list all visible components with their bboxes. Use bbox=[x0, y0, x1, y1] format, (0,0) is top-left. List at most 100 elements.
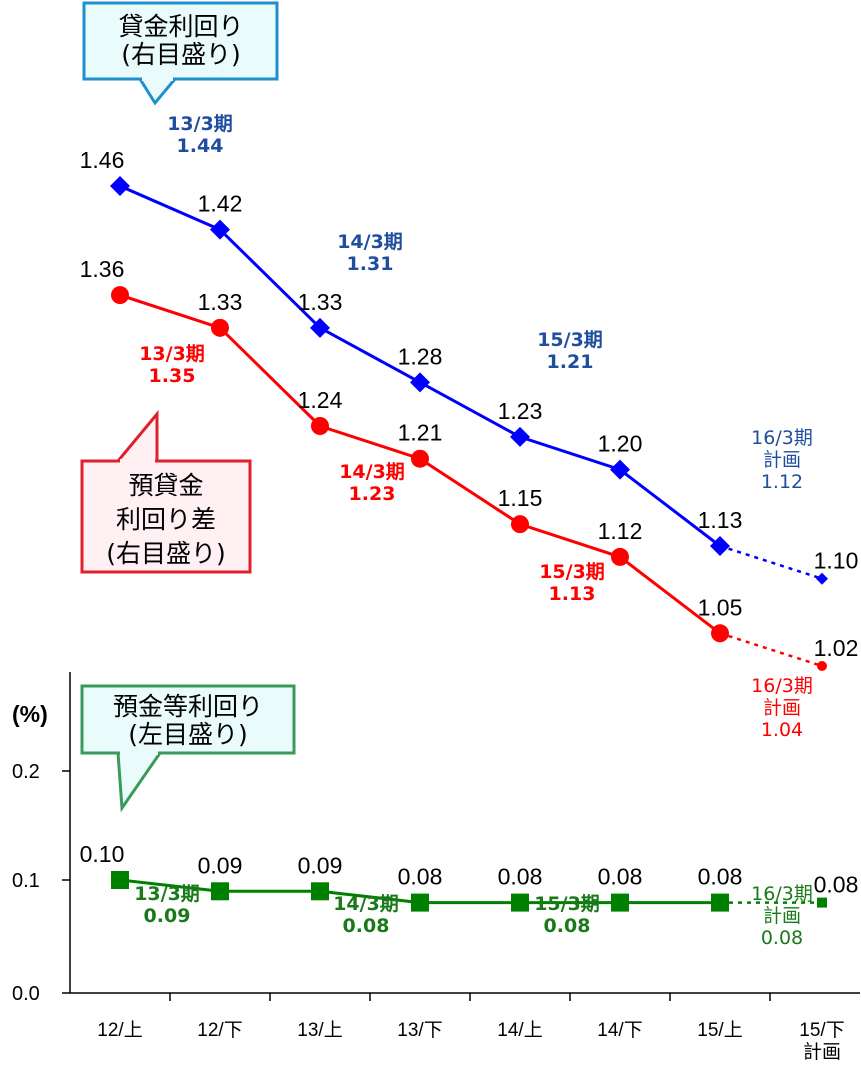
annotation-text: 1.13 bbox=[549, 583, 596, 605]
spread-marker bbox=[511, 515, 529, 534]
loan-data-label: 1.20 bbox=[598, 431, 643, 457]
annotation-text: 13/3期 bbox=[134, 883, 200, 905]
loan-marker bbox=[210, 219, 230, 240]
annotation-text: 0.08 bbox=[761, 927, 803, 949]
spread-fy-annotation: 13/3期1.35 bbox=[139, 343, 205, 387]
loan-marker bbox=[310, 317, 330, 338]
loan-marker bbox=[816, 572, 828, 585]
loan-marker bbox=[510, 426, 530, 447]
callout-box bbox=[82, 1, 279, 81]
annotation-text: 14/3期 bbox=[333, 893, 399, 915]
callout-tail bbox=[137, 77, 179, 106]
callout-text: 利回り差 bbox=[116, 505, 216, 534]
deposit-data-label: 0.10 bbox=[80, 841, 125, 867]
x-tick-label-plan: 計画 bbox=[803, 1041, 841, 1063]
deposit-fy-annotation: 15/3期0.08 bbox=[534, 893, 600, 937]
spread-marker bbox=[111, 286, 129, 305]
deposit-marker bbox=[211, 882, 229, 901]
annotation-text: 計画 bbox=[763, 905, 801, 927]
spread-marker bbox=[211, 318, 229, 337]
annotation-text: 13/3期 bbox=[167, 113, 233, 135]
spread-marker bbox=[411, 449, 429, 468]
x-tick-label: 15/下 bbox=[799, 1020, 844, 1041]
annotation-text: 16/3期 bbox=[751, 883, 813, 905]
callout-text: (右目盛り) bbox=[106, 539, 226, 568]
annotation-text: 13/3期 bbox=[139, 343, 205, 365]
x-tick-label: 15/上 bbox=[697, 1019, 742, 1041]
annotation-text: 1.04 bbox=[761, 719, 803, 741]
deposit-data-label: 0.08 bbox=[698, 864, 743, 890]
fiscal-year-annotations: 13/3期1.4414/3期1.3115/3期1.2116/3期計画1.1213… bbox=[134, 113, 813, 949]
annotation-text: 15/3期 bbox=[534, 893, 600, 915]
deposit-marker bbox=[817, 897, 827, 908]
loan-data-label: 1.28 bbox=[398, 343, 443, 369]
spread-data-label: 1.21 bbox=[398, 420, 443, 446]
loan-marker bbox=[410, 372, 430, 393]
annotation-text: 0.08 bbox=[544, 915, 591, 937]
spread-marker bbox=[711, 624, 729, 643]
x-tick-label: 14/下 bbox=[597, 1020, 642, 1041]
spread-marker bbox=[817, 660, 827, 671]
annotation-text: 計画 bbox=[763, 697, 801, 719]
left-tick-label: 0.0 bbox=[12, 983, 40, 1005]
callout-box bbox=[80, 459, 252, 574]
loan-data-label: 1.33 bbox=[298, 289, 343, 315]
loan-marker bbox=[110, 176, 130, 196]
spread-data-label: 1.12 bbox=[598, 518, 643, 544]
callout-text: 預貸金 bbox=[128, 471, 203, 500]
spread-marker bbox=[311, 416, 329, 435]
x-tick-label: 12/上 bbox=[97, 1019, 142, 1041]
deposit-data-label: 0.08 bbox=[398, 864, 443, 890]
series-lines: 1.46 1.42 1.33 1.28 1.23 1.20 1.13 1.10 1.36 1.33… bbox=[80, 147, 859, 912]
spread-data-label: 1.33 bbox=[198, 289, 243, 315]
loan-callout: 貸金利回り(右目盛り) bbox=[82, 1, 279, 106]
spread-data-label: 1.15 bbox=[498, 485, 543, 511]
annotation-text: 15/3期 bbox=[537, 329, 603, 351]
deposit-data-label: 0.08 bbox=[498, 864, 543, 890]
loan-plan-line bbox=[719, 544, 823, 580]
annotation-text: 16/3期 bbox=[751, 427, 813, 449]
callout-tail bbox=[114, 409, 159, 463]
deposit-data-label: 0.09 bbox=[298, 852, 343, 878]
left-axis-unit: (%) bbox=[12, 701, 48, 727]
deposit-marker bbox=[711, 893, 729, 912]
deposit-marker bbox=[111, 871, 129, 889]
callout-text: 預金等利回り bbox=[113, 692, 263, 721]
callout-tail bbox=[116, 751, 163, 813]
deposit-fy-annotation: 13/3期0.09 bbox=[134, 883, 200, 927]
annotation-text: 1.21 bbox=[547, 351, 594, 373]
loan-fy-annotation: 13/3期1.44 bbox=[167, 113, 233, 157]
x-tick-label: 13/下 bbox=[397, 1020, 442, 1041]
deposit-marker bbox=[411, 893, 429, 912]
deposit-marker bbox=[511, 893, 529, 912]
x-tick-label: 13/上 bbox=[297, 1019, 342, 1041]
annotation-text: 15/3期 bbox=[539, 561, 605, 583]
x-tick-label: 12/下 bbox=[197, 1020, 242, 1041]
deposit-fy-annotation: 14/3期0.08 bbox=[333, 893, 399, 937]
callout-text: (右目盛り) bbox=[121, 40, 241, 69]
loan-data-label: 1.10 bbox=[814, 548, 859, 574]
x-tick-label: 14/上 bbox=[497, 1019, 542, 1041]
deposit-marker bbox=[611, 893, 629, 912]
annotation-text: 1.44 bbox=[177, 135, 224, 157]
annotation-text: 14/3期 bbox=[337, 231, 403, 253]
left-tick-label: 0.1 bbox=[12, 870, 40, 892]
spread-fy-annotation: 15/3期1.13 bbox=[539, 561, 605, 605]
deposit-data-label: 0.09 bbox=[198, 852, 243, 878]
annotation-text: 0.09 bbox=[144, 905, 191, 927]
deposit-marker bbox=[311, 882, 329, 901]
loan-marker bbox=[610, 459, 630, 480]
annotation-text: 1.31 bbox=[347, 253, 394, 275]
annotation-text: 計画 bbox=[763, 449, 801, 471]
left-axis: (%) 0.0 0.1 0.2 12/上 12/下 13/上 13/下 14/上 14/下 15/上… bbox=[12, 672, 860, 1063]
callout-box bbox=[80, 684, 296, 755]
callout-text: 貸金利回り bbox=[118, 12, 243, 41]
loan-data-label: 1.23 bbox=[498, 398, 543, 424]
loan-fy-annotation: 15/3期1.21 bbox=[537, 329, 603, 373]
